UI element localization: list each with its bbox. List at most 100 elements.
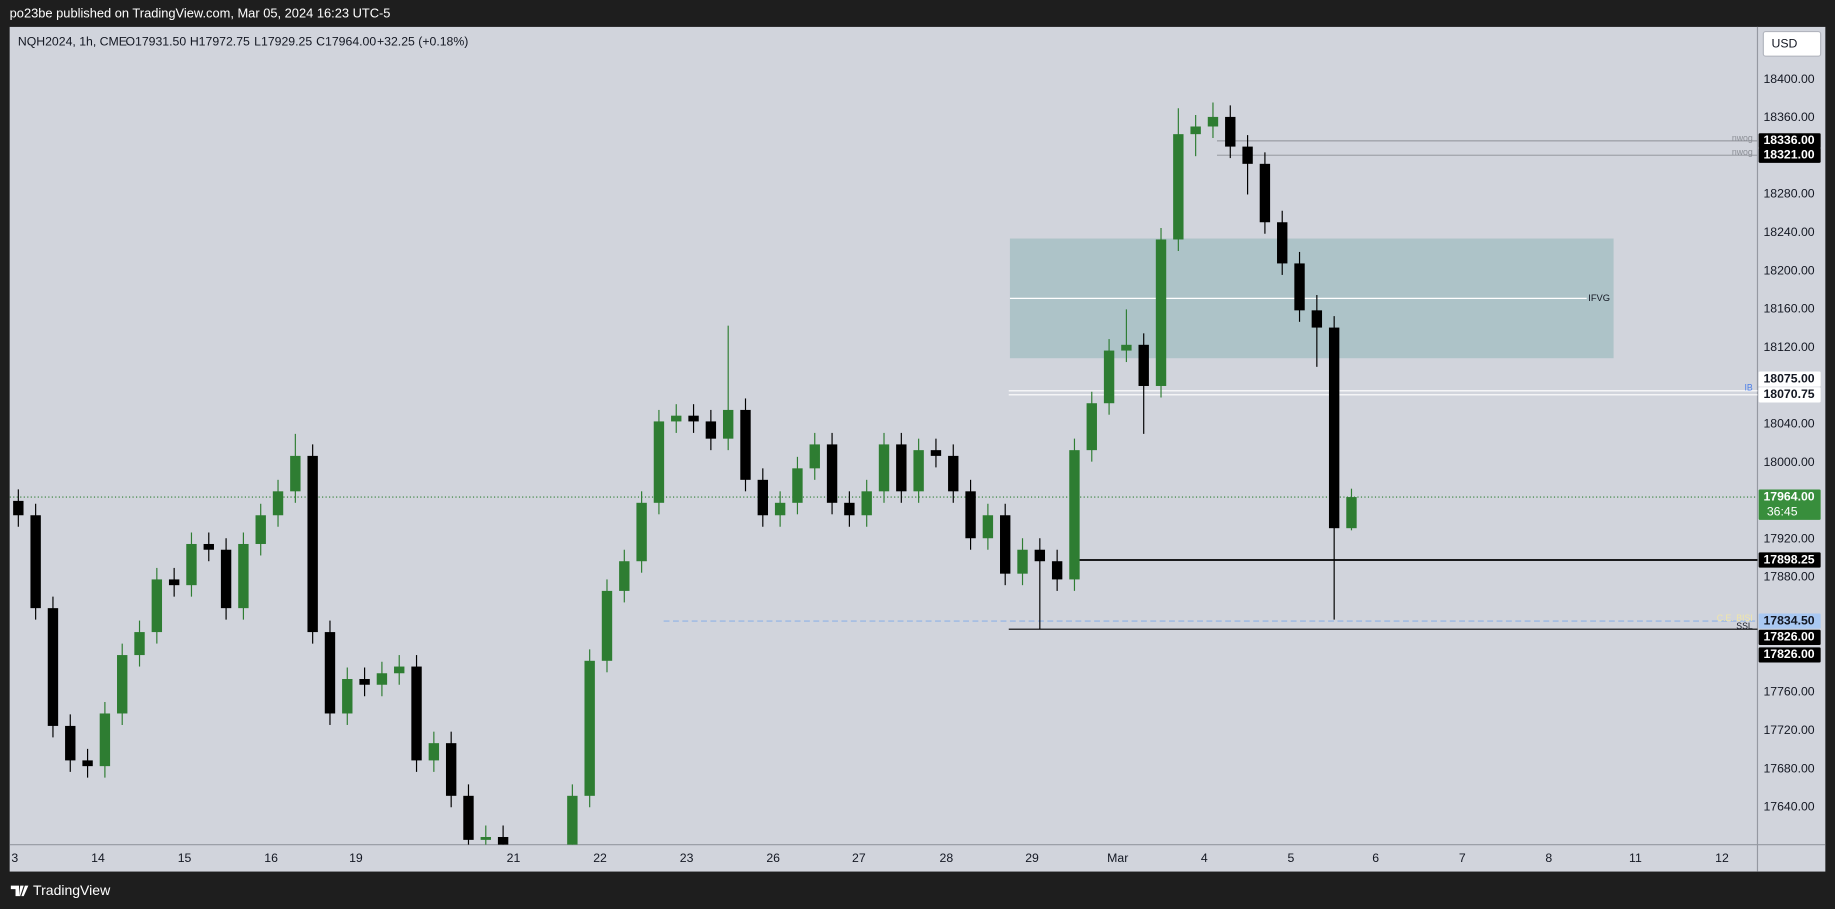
y-tick-label: 18240.00	[1763, 225, 1814, 239]
candle-body	[480, 836, 491, 840]
candle-body	[1294, 263, 1305, 311]
candle-body	[342, 678, 353, 714]
level-label: SSL	[1736, 621, 1753, 631]
legend-close: C17964.00	[316, 34, 376, 48]
candle-body	[1311, 310, 1323, 328]
x-tick-label: 7	[1459, 851, 1466, 865]
x-tick-label: Mar	[1107, 851, 1128, 865]
legend-change: +32.25 (+0.18%)	[377, 34, 468, 48]
candle-body	[497, 836, 509, 845]
candle-body	[65, 725, 76, 761]
candle-body	[272, 491, 284, 516]
logo-mark	[10, 885, 29, 897]
price-badge	[1758, 629, 1821, 646]
candle-body	[1017, 549, 1028, 574]
candle-body	[722, 409, 734, 439]
candle-body	[1000, 515, 1011, 574]
candle-body	[1207, 116, 1219, 127]
candle-body	[394, 666, 405, 674]
candle-body	[913, 450, 924, 492]
candle-body	[619, 561, 630, 591]
candle-body	[688, 415, 699, 422]
price-badge-label: 18321.00	[1763, 147, 1814, 161]
candle-body	[1121, 344, 1132, 351]
candle-body	[117, 655, 128, 714]
currency: USD	[1772, 37, 1798, 51]
candle-body	[653, 421, 665, 503]
x-tick-label: 16	[264, 851, 278, 865]
candle-body	[1103, 350, 1115, 404]
legend-high: H17972.75	[190, 34, 250, 48]
candle-body	[1328, 327, 1340, 529]
candle-body	[1259, 163, 1271, 223]
level-label: nwog	[1732, 133, 1753, 143]
y-tick-label: 18280.00	[1763, 187, 1814, 201]
candle-body	[151, 579, 163, 633]
candle-body	[1190, 126, 1201, 135]
candle-body	[307, 455, 318, 633]
legend-symbol: NQH2024, 1h, CME	[18, 34, 127, 48]
candle-body	[290, 455, 301, 492]
x-tick-label: 29	[1025, 851, 1039, 865]
candle-body	[705, 421, 717, 439]
candle-body	[134, 632, 145, 656]
currency-box[interactable]	[1762, 31, 1822, 57]
x-tick-label: 28	[940, 851, 954, 865]
price-badge-label: 17826.00	[1763, 630, 1814, 644]
footer-logo: TradingView	[10, 882, 111, 898]
candle-body	[186, 543, 197, 586]
candle-body	[13, 500, 24, 516]
chart-panel	[9, 26, 1826, 872]
publish-header: po23be published on TradingView.com, Mar…	[10, 5, 391, 20]
y-tick-label: 18360.00	[1763, 110, 1814, 124]
x-tick-label: 8	[1545, 851, 1552, 865]
candle-body	[1155, 239, 1167, 386]
candle-body	[844, 502, 855, 516]
y-tick-label: 17760.00	[1763, 685, 1814, 699]
candle-body	[1034, 549, 1046, 562]
legend: NQH2024, 1h, CME O17931.50 H17972.75 L17…	[18, 34, 469, 48]
candle-body	[930, 450, 942, 456]
price-badge	[1758, 371, 1821, 387]
candle-body	[584, 660, 595, 796]
candle-body	[428, 743, 440, 761]
candle-body	[809, 444, 820, 469]
x-tick-label: 5	[1287, 851, 1294, 865]
legend-open: O17931.50	[125, 34, 186, 48]
candle-body	[1051, 561, 1063, 580]
candle-body	[1069, 450, 1080, 580]
y-tick-label: 17880.00	[1763, 570, 1814, 584]
candle-body	[411, 666, 422, 761]
y-tick-label: 18200.00	[1763, 263, 1814, 277]
candle-body	[1173, 134, 1184, 240]
candle-body	[1346, 497, 1357, 529]
countdown-label: 36:45	[1767, 505, 1798, 519]
ifvg-label: IFVG	[1588, 293, 1610, 303]
y-tick-label: 18000.00	[1763, 455, 1814, 469]
candle-body	[376, 673, 388, 685]
candle-body	[168, 579, 180, 586]
legend-low: L17929.25	[254, 34, 312, 48]
candle-body	[324, 632, 336, 714]
price-badge-label: 17826.00	[1763, 647, 1814, 661]
candle-body	[255, 515, 266, 544]
candle-body	[1225, 116, 1236, 147]
candle-body	[445, 743, 457, 796]
y-tick-label: 18400.00	[1763, 72, 1814, 86]
price-badge	[1758, 147, 1821, 163]
candle-body	[463, 795, 474, 840]
x-tick-label: 27	[852, 851, 866, 865]
candle-body	[30, 515, 41, 609]
x-tick-label: 12	[1715, 851, 1729, 865]
candle-body	[1242, 146, 1253, 164]
candle-body	[982, 515, 994, 539]
x-tick-label: 21	[507, 851, 521, 865]
x-tick-label: 3	[11, 851, 18, 865]
price-badge	[1758, 133, 1821, 149]
price-badge-label: 17898.25	[1763, 552, 1814, 566]
x-tick-label: 19	[349, 851, 363, 865]
candle-body	[601, 590, 613, 661]
candle-body	[896, 444, 907, 492]
